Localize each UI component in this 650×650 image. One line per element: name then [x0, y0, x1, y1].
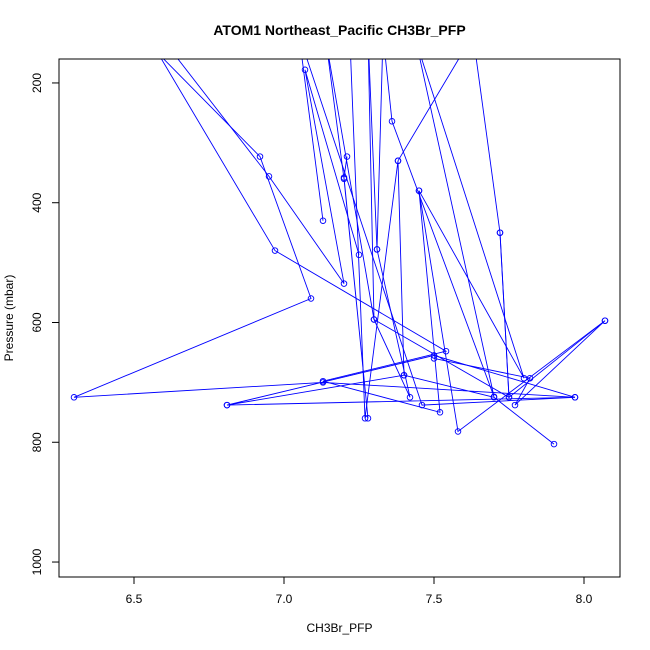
series-layer [70, 59, 609, 448]
data-point-2-4 [319, 377, 327, 385]
y-tick-label: 1000 [30, 548, 44, 575]
data-point-9-5 [505, 394, 513, 401]
x-tick-label: 7.5 [426, 592, 443, 606]
plot-frame [58, 58, 621, 578]
x-tick-label: 7.0 [276, 592, 293, 606]
data-point-6-3 [388, 118, 396, 125]
data-point-5-4 [571, 394, 579, 401]
data-point-1-11 [550, 440, 558, 448]
data-point-3-2 [265, 173, 273, 180]
y-axis: 200 400 600 800 1000 [30, 73, 59, 575]
data-point-2-11 [430, 355, 438, 362]
data-point-5-3 [418, 401, 426, 409]
data-point-6-4 [490, 393, 498, 400]
y-tick-label: 800 [30, 432, 44, 452]
series-line-9 [368, 59, 510, 399]
data-point-2-7 [454, 428, 462, 435]
data-point-5-5 [223, 401, 231, 409]
data-point-9-2 [373, 246, 381, 253]
data-point-8-3 [601, 317, 609, 324]
y-tick-label: 400 [30, 192, 44, 212]
data-point-9-8 [394, 157, 402, 165]
data-point-6-7 [415, 187, 423, 194]
data-point-3-3 [340, 280, 348, 287]
data-point-1-2 [256, 153, 264, 160]
data-point-6-6 [520, 374, 528, 382]
data-point-2-3 [442, 347, 450, 355]
data-point-4-1 [343, 153, 351, 160]
data-point-5-1 [319, 217, 327, 224]
data-point-9-3 [406, 394, 414, 401]
y-tick-label: 200 [30, 73, 44, 93]
data-point-1-3 [307, 295, 315, 302]
data-point-9-6 [496, 229, 504, 236]
x-tick-label: 8.0 [576, 592, 593, 606]
series-line-3 [177, 59, 360, 284]
series-line-5 [226, 59, 576, 406]
data-point-9-4 [370, 316, 378, 323]
y-axis-label: Pressure (mbar) [2, 275, 16, 362]
chart-title: ATOM1 Northeast_Pacific CH3Br_PFP [213, 22, 465, 38]
data-point-2-9 [511, 401, 519, 409]
x-tick-label: 6.5 [126, 592, 143, 606]
data-point-3-4 [301, 66, 309, 74]
x-axis-label: CH3Br_PFP [306, 621, 372, 635]
data-point-2-5 [436, 409, 444, 416]
series-line-7 [350, 59, 405, 419]
data-point-2-2 [271, 247, 279, 254]
series-line-6 [376, 59, 525, 397]
y-tick-label: 600 [30, 312, 44, 332]
data-point-7-3 [361, 415, 369, 422]
data-point-1-4 [70, 394, 78, 401]
x-axis: 6.5 7.0 7.5 8.0 [126, 577, 593, 606]
